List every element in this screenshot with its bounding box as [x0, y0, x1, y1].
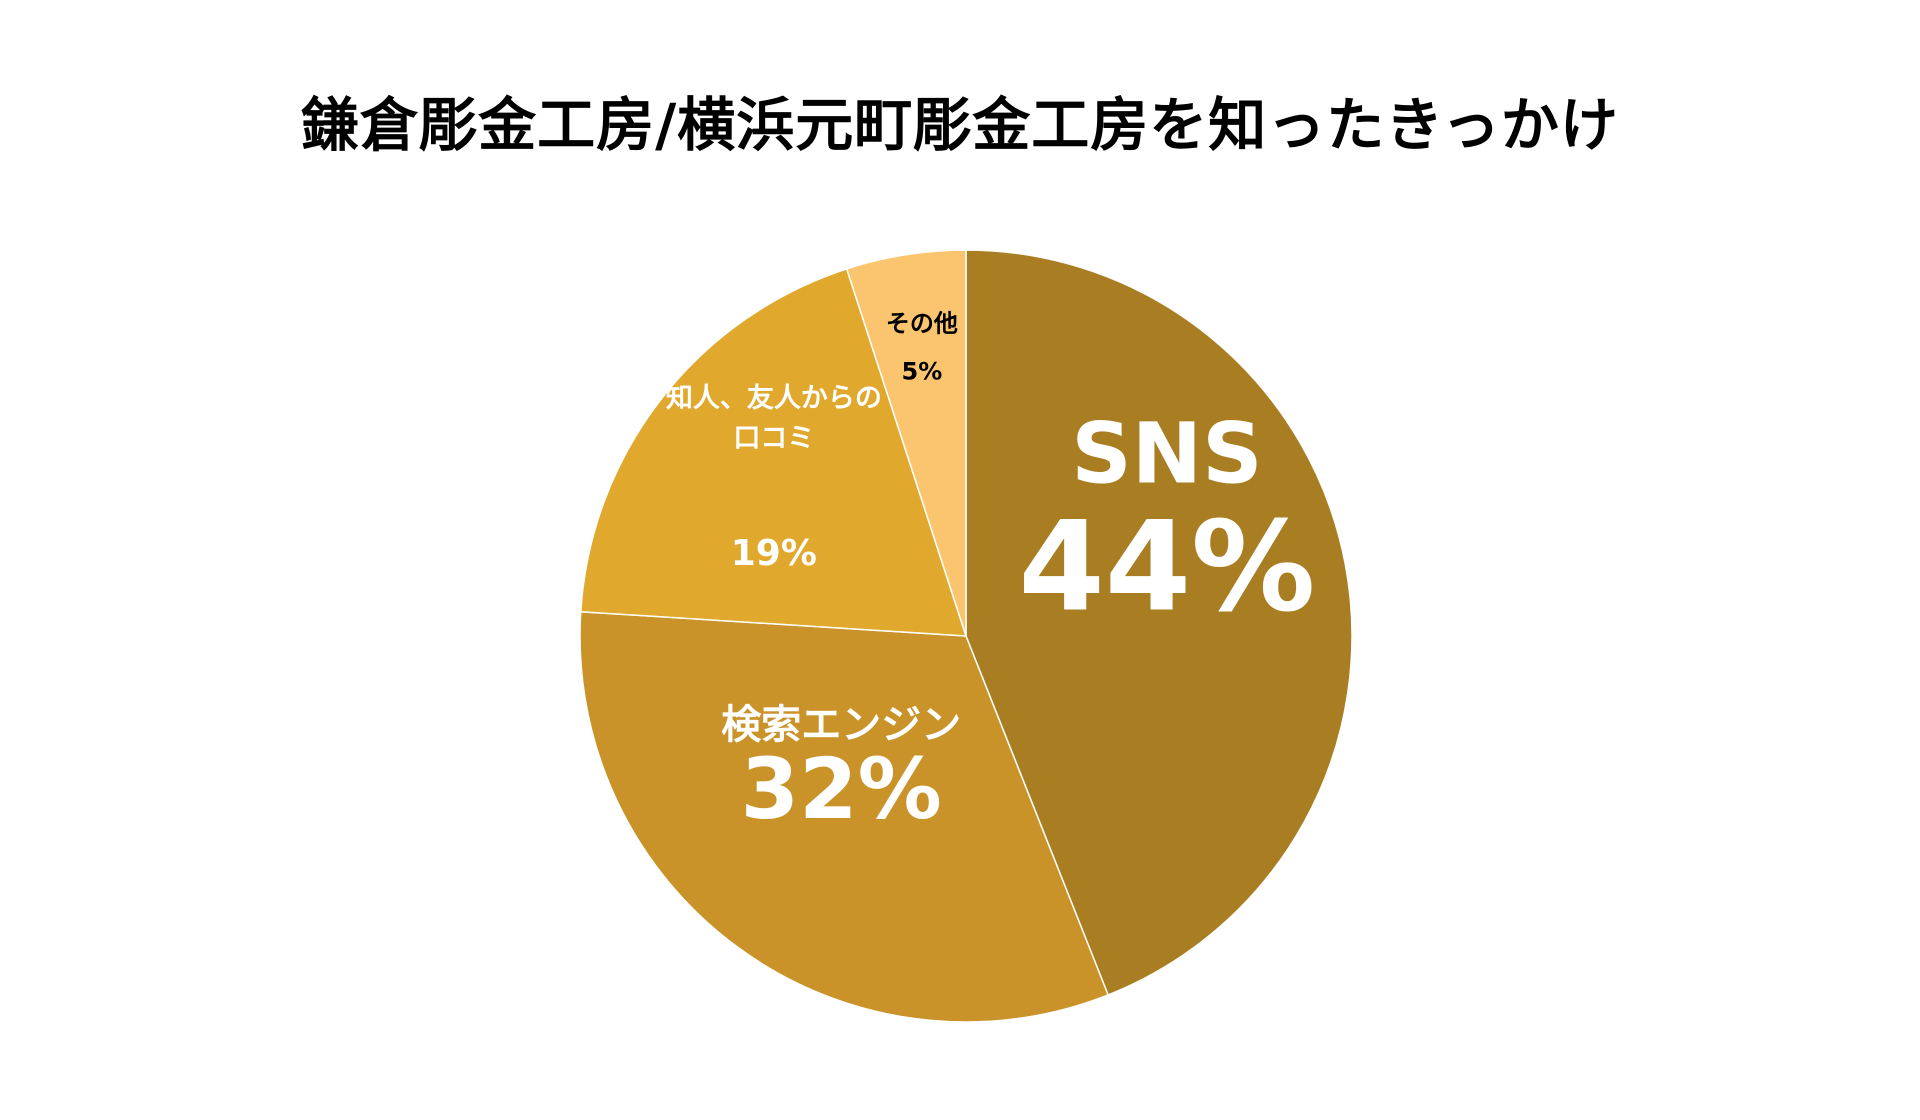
- slice-label-1: SNS: [1071, 405, 1262, 503]
- slice-label-4: その他: [886, 310, 958, 338]
- pie-slice-3: [579, 267, 968, 637]
- pie-slice-2: [579, 610, 1110, 1023]
- pie-slices: [579, 249, 1353, 1023]
- pie-slice-4: [845, 249, 967, 637]
- slice-percent-3: 19%: [731, 533, 817, 574]
- pie-slice-1: [965, 249, 1353, 996]
- slice-label-3-line-1: 知人、友人からの: [666, 383, 882, 414]
- slice-percent-1: 44%: [1019, 496, 1316, 640]
- slice-label-3-line-2: 口コミ: [733, 423, 814, 454]
- chart-title: 鎌倉彫金工房/横浜元町彫金工房を知ったきっかけ: [301, 91, 1619, 159]
- slice-percent-4: 5%: [902, 358, 943, 386]
- slice-percent-2: 32%: [741, 740, 942, 838]
- slice-label-2: 検索エンジン: [721, 702, 961, 748]
